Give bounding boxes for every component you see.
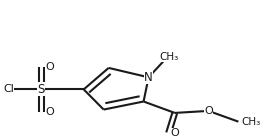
Text: O: O <box>170 128 179 138</box>
Text: O: O <box>46 62 54 72</box>
Text: N: N <box>144 71 153 84</box>
Text: S: S <box>37 83 45 96</box>
Text: CH₃: CH₃ <box>159 52 178 62</box>
Text: CH₃: CH₃ <box>241 117 260 127</box>
Text: O: O <box>204 106 213 116</box>
Text: Cl: Cl <box>3 84 14 94</box>
Text: O: O <box>46 107 54 117</box>
